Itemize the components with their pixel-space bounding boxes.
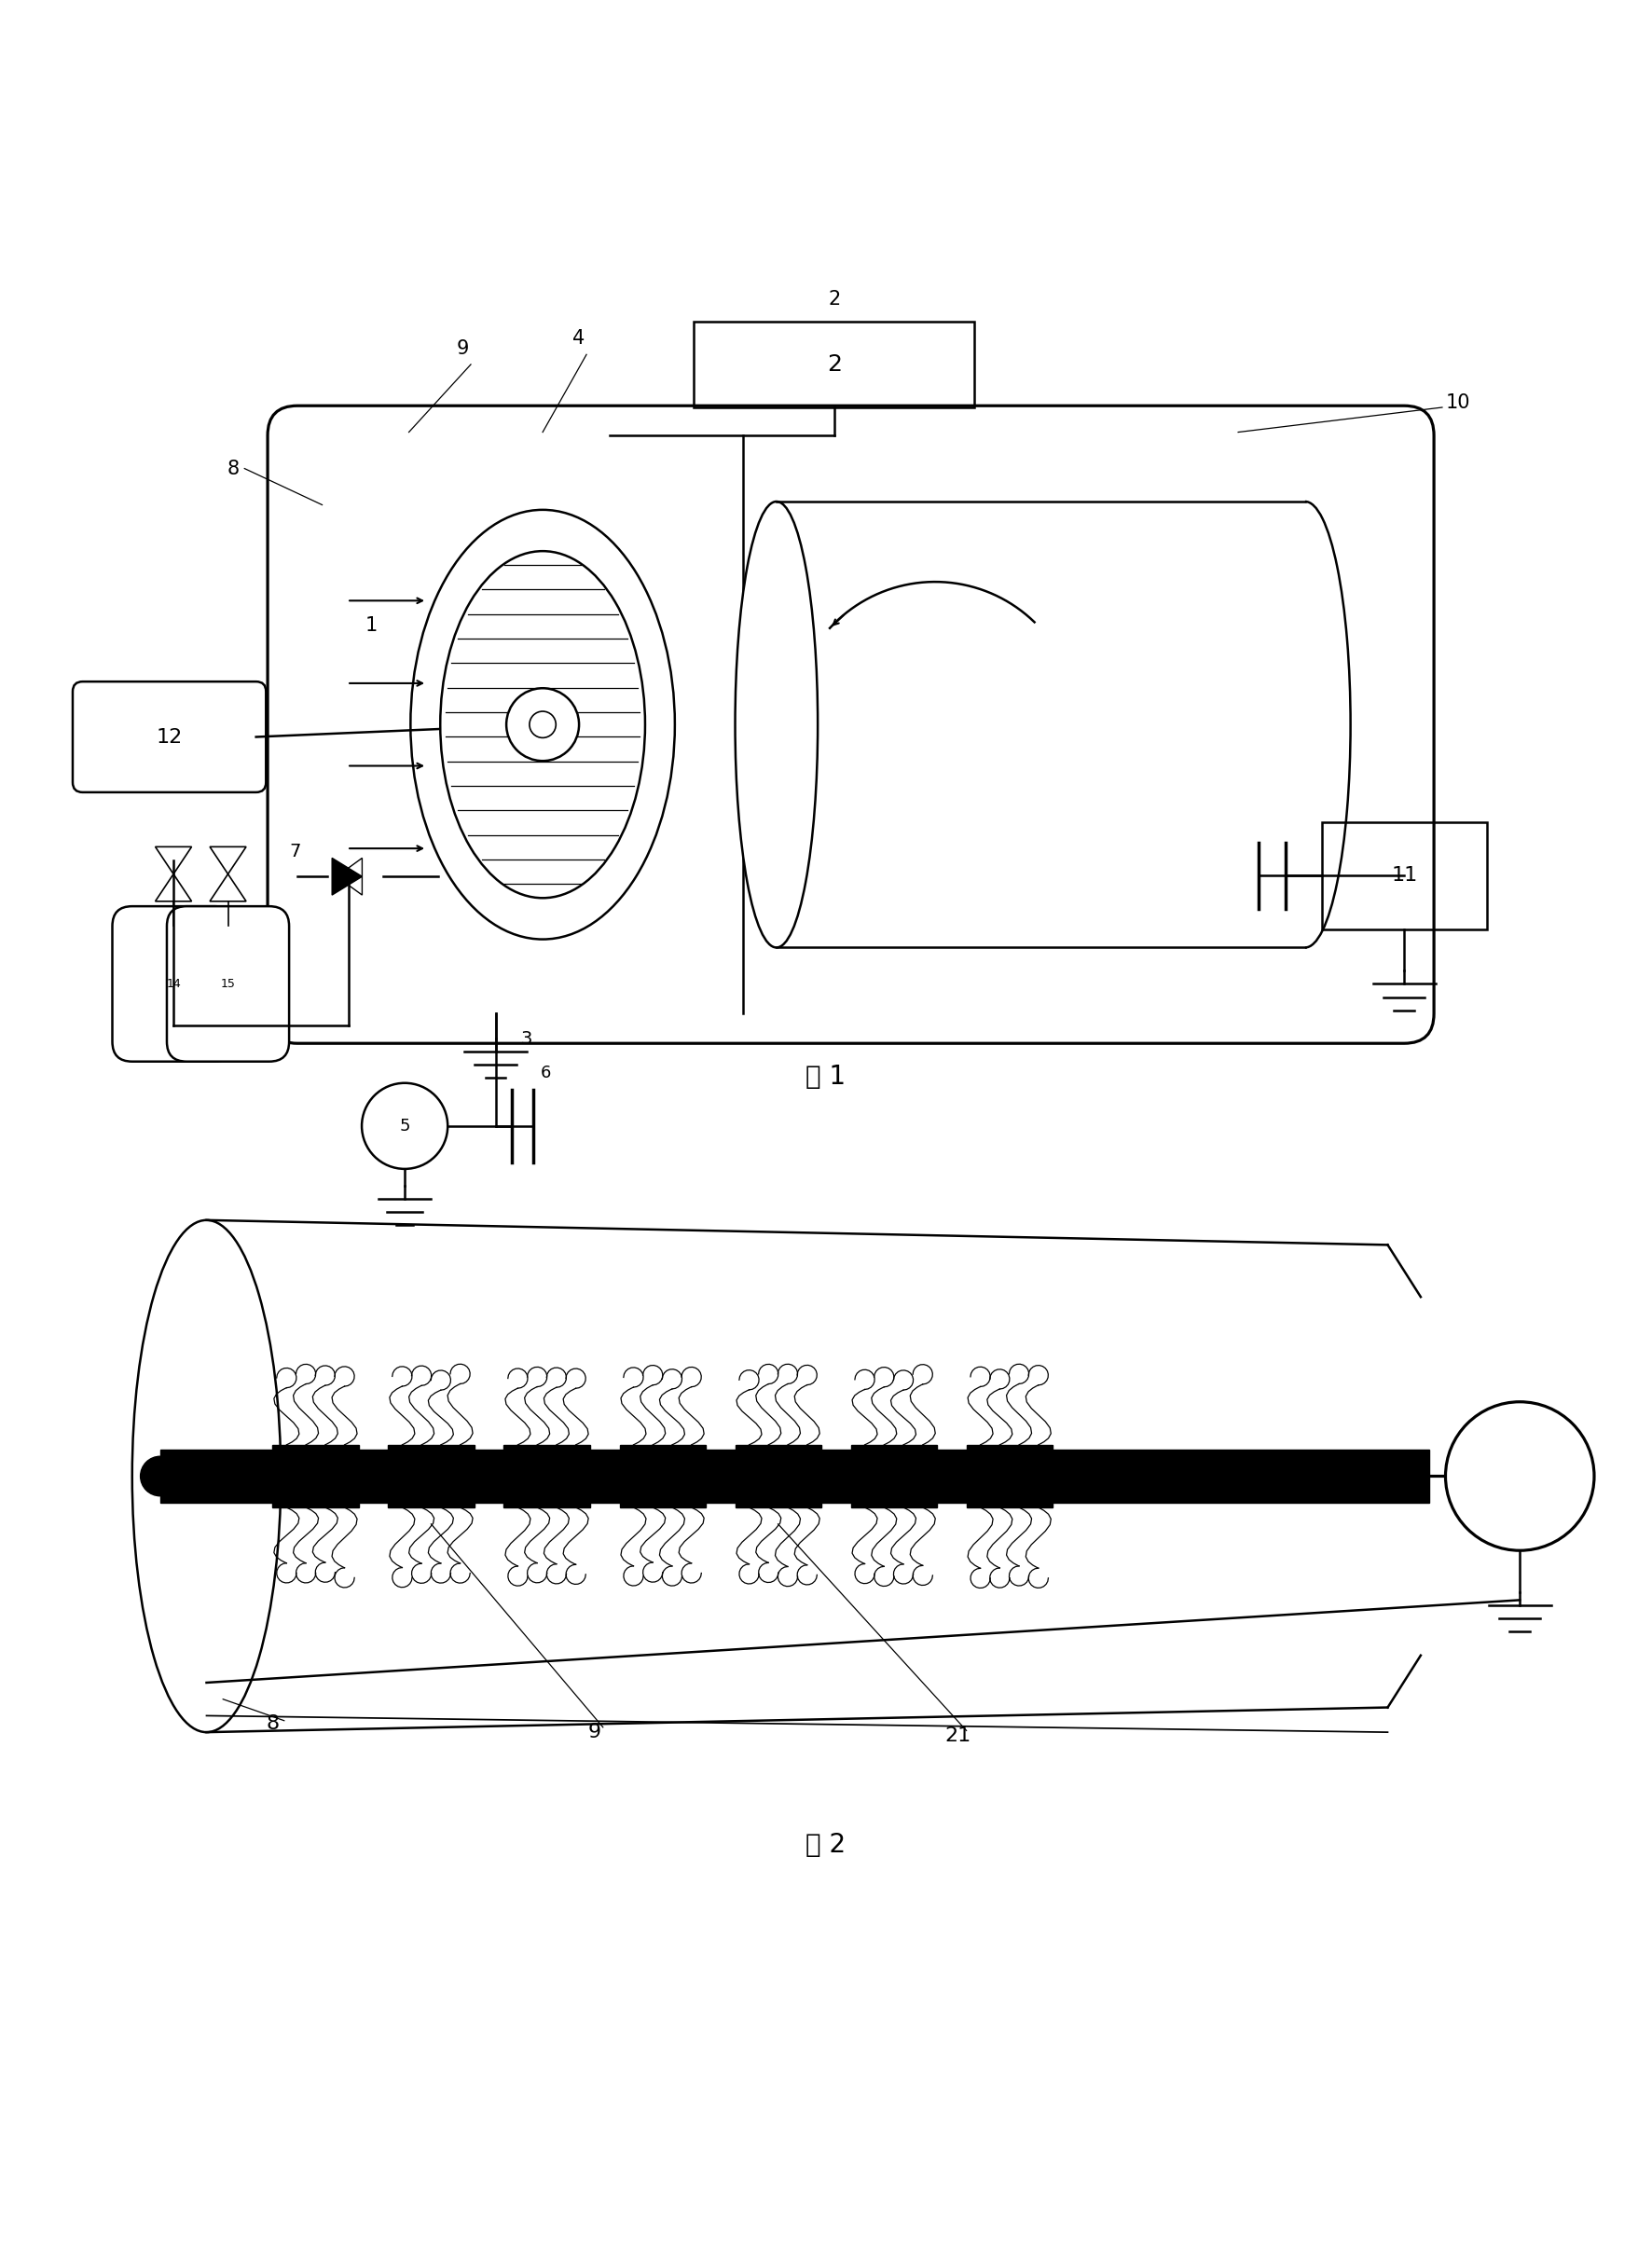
Text: RF: RF bbox=[1505, 1466, 1535, 1486]
Text: 图 1: 图 1 bbox=[806, 1063, 846, 1090]
Polygon shape bbox=[273, 1444, 358, 1507]
Text: 8: 8 bbox=[266, 1715, 279, 1733]
FancyBboxPatch shape bbox=[167, 906, 289, 1060]
Text: 6: 6 bbox=[540, 1065, 550, 1081]
Polygon shape bbox=[160, 1451, 1429, 1502]
Polygon shape bbox=[851, 1444, 937, 1507]
Text: 5: 5 bbox=[400, 1117, 410, 1134]
Text: 1: 1 bbox=[365, 617, 378, 634]
Text: 3: 3 bbox=[520, 1029, 532, 1047]
Text: 12: 12 bbox=[157, 729, 182, 747]
Ellipse shape bbox=[439, 552, 644, 899]
Text: 14: 14 bbox=[167, 978, 180, 991]
Polygon shape bbox=[966, 1444, 1052, 1507]
Text: 9: 9 bbox=[588, 1722, 601, 1742]
Text: 8: 8 bbox=[228, 460, 240, 478]
Circle shape bbox=[140, 1457, 180, 1495]
Circle shape bbox=[362, 1083, 448, 1168]
Circle shape bbox=[506, 688, 578, 760]
Text: 10: 10 bbox=[1446, 392, 1470, 413]
Text: 7: 7 bbox=[289, 843, 301, 861]
Polygon shape bbox=[504, 1444, 590, 1507]
Text: 11: 11 bbox=[1391, 865, 1417, 886]
Text: 图 2: 图 2 bbox=[806, 1832, 846, 1859]
Text: 2: 2 bbox=[828, 289, 841, 307]
Ellipse shape bbox=[735, 502, 818, 948]
Polygon shape bbox=[735, 1444, 821, 1507]
Ellipse shape bbox=[132, 1220, 281, 1733]
Text: 15: 15 bbox=[221, 978, 235, 991]
Text: 2: 2 bbox=[826, 354, 843, 377]
Text: 4: 4 bbox=[572, 330, 585, 348]
Polygon shape bbox=[388, 1444, 474, 1507]
Text: 21: 21 bbox=[945, 1726, 971, 1744]
Circle shape bbox=[1446, 1401, 1594, 1551]
FancyBboxPatch shape bbox=[112, 906, 235, 1060]
Text: 9: 9 bbox=[456, 339, 469, 359]
Polygon shape bbox=[332, 859, 362, 895]
Polygon shape bbox=[620, 1444, 705, 1507]
